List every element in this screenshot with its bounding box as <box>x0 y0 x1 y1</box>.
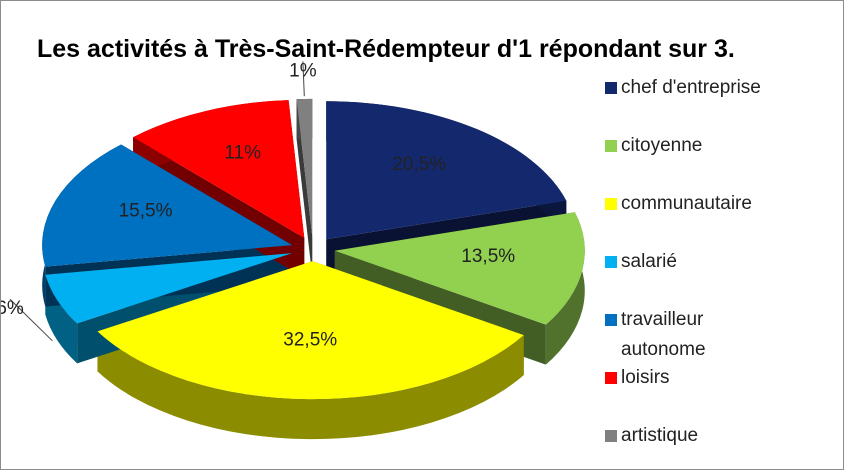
legend-swatch <box>605 430 617 442</box>
legend-item: communautaire <box>605 189 844 219</box>
data-label: 13,5% <box>461 246 515 267</box>
slice <box>334 212 585 325</box>
leader-line <box>302 61 305 97</box>
slice-side <box>296 99 313 277</box>
slice <box>326 101 567 240</box>
slice <box>133 100 305 238</box>
data-label: 1% <box>289 60 317 81</box>
slice <box>97 261 524 400</box>
legend-label: travailleur autonome <box>621 309 706 360</box>
legend-label: salarié <box>621 251 677 272</box>
legend-label: chef d'entreprise <box>621 77 761 98</box>
legend-swatch <box>605 140 617 152</box>
leader-line <box>9 298 53 342</box>
legend-swatch <box>605 198 617 210</box>
data-label: 20,5% <box>392 154 446 175</box>
slice <box>45 253 293 324</box>
legend-item: loisirs <box>605 363 844 393</box>
data-label: 32,5% <box>283 330 337 351</box>
legend-label: citoyenne <box>621 135 703 156</box>
data-label: 11% <box>224 142 261 163</box>
data-label: 6% <box>1 298 24 319</box>
legend-item: salarié <box>605 247 844 277</box>
legend-swatch <box>605 82 617 94</box>
legend-swatch <box>605 314 617 326</box>
legend-label: loisirs <box>621 367 670 388</box>
slice <box>42 144 293 267</box>
legend-swatch <box>605 256 617 268</box>
legend-item: citoyenne <box>605 131 844 161</box>
legend-item: travailleur autonome <box>605 305 844 365</box>
slice-side <box>97 331 524 440</box>
chart-title: Les activités à Très-Saint-Rédempteur d'… <box>37 35 735 63</box>
legend-item: artistique <box>605 421 844 451</box>
slice <box>296 98 313 237</box>
data-label: 15,5% <box>119 200 173 221</box>
legend-label: communautaire <box>621 193 752 214</box>
legend-swatch <box>605 372 617 384</box>
legend-item: chef d'entreprise <box>605 73 844 103</box>
legend-label: artistique <box>621 425 699 446</box>
